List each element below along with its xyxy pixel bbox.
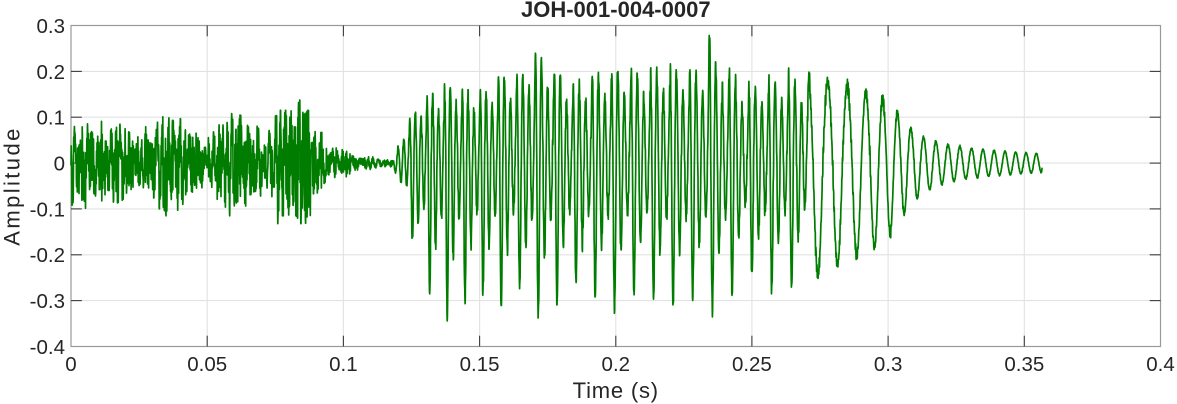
svg-text:0.35: 0.35	[1004, 353, 1044, 376]
svg-text:0.2: 0.2	[602, 353, 631, 376]
svg-text:0.3: 0.3	[37, 15, 66, 38]
svg-text:JOH-001-004-0007: JOH-001-004-0007	[521, 0, 711, 22]
svg-text:-0.4: -0.4	[30, 336, 65, 359]
svg-text:0.25: 0.25	[732, 353, 772, 376]
svg-text:0.4: 0.4	[1146, 353, 1175, 376]
svg-text:0.05: 0.05	[187, 353, 227, 376]
svg-text:Amplitude: Amplitude	[0, 126, 25, 245]
svg-text:0: 0	[54, 153, 65, 176]
svg-text:0.1: 0.1	[37, 107, 66, 130]
svg-text:Time (s): Time (s)	[573, 378, 659, 403]
svg-text:-0.2: -0.2	[30, 244, 65, 267]
svg-text:0.3: 0.3	[874, 353, 903, 376]
svg-text:-0.3: -0.3	[30, 290, 65, 313]
svg-text:0.15: 0.15	[460, 353, 500, 376]
svg-text:-0.1: -0.1	[30, 198, 65, 221]
svg-text:0: 0	[65, 353, 76, 376]
svg-text:0.1: 0.1	[329, 353, 358, 376]
svg-text:0.2: 0.2	[37, 61, 66, 84]
